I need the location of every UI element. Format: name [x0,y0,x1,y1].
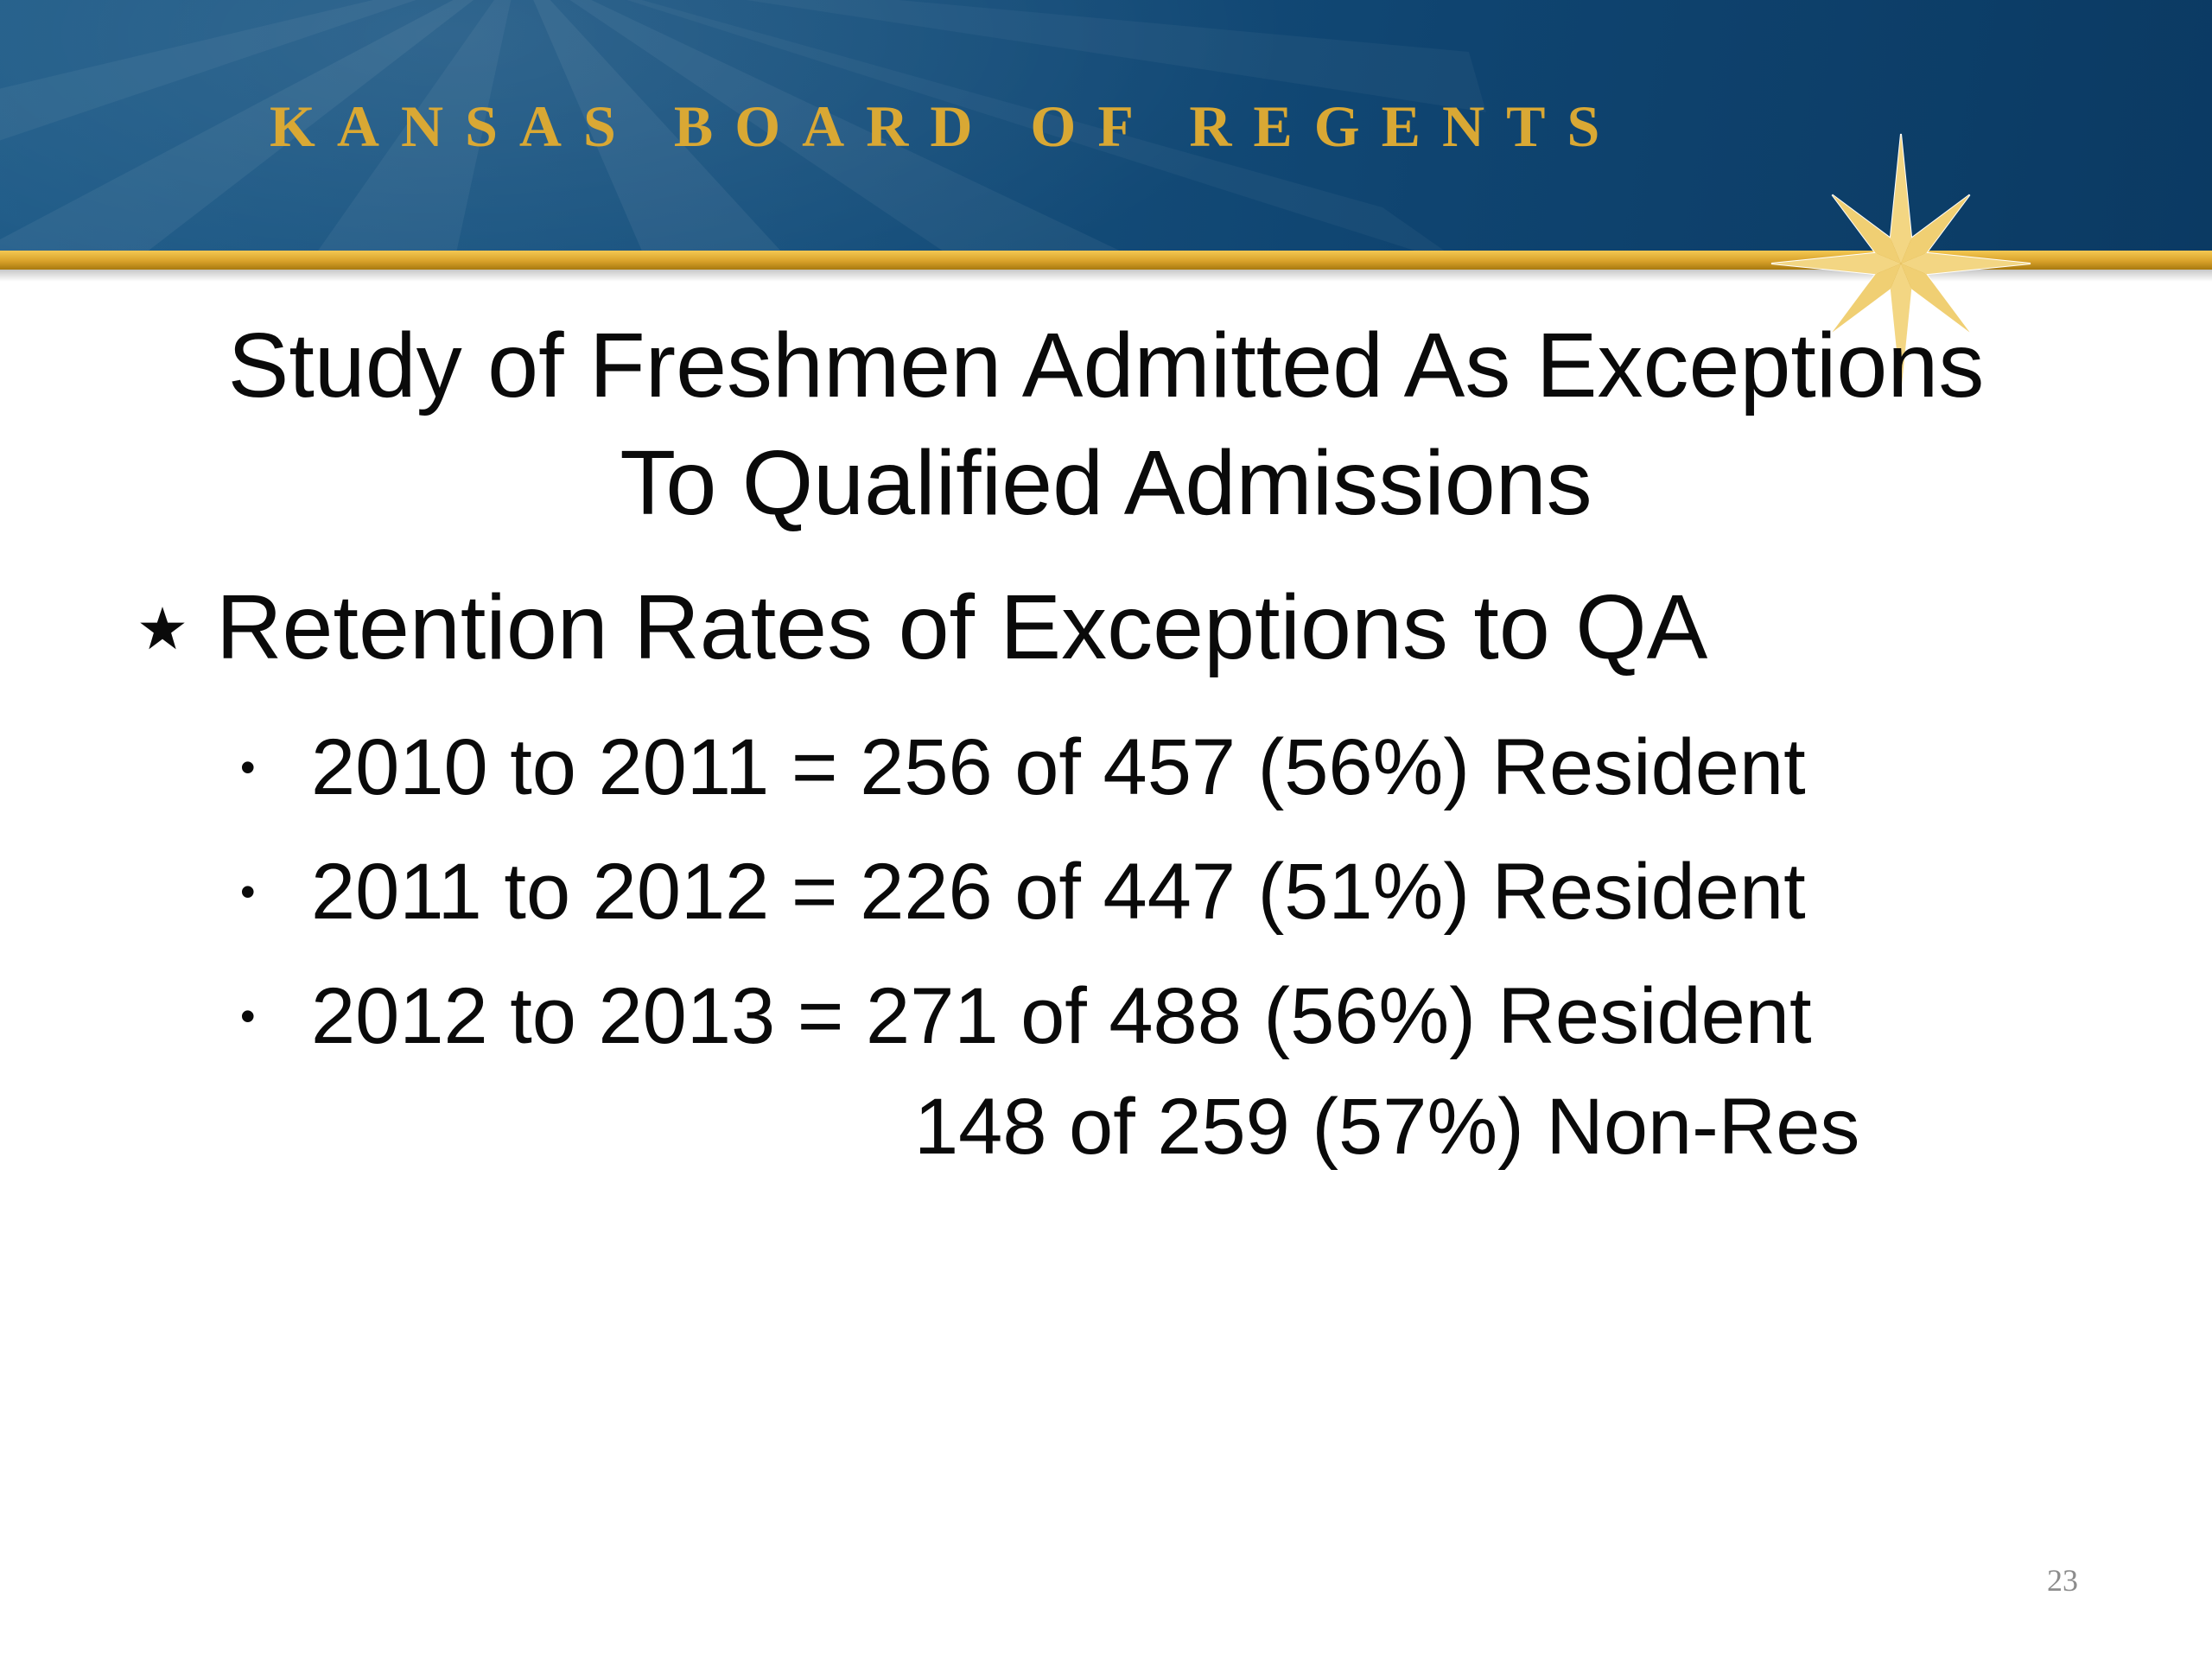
list-item-text: 2011 to 2012 = 226 of 447 (51%) Resident [311,848,1806,936]
page-number: 23 [2047,1563,2078,1598]
gold-divider-stripe [0,251,2212,270]
non-resident-line: 148 of 259 (57%) Non-Res [914,1083,1860,1171]
organization-name: KANSAS BOARD OF REGENTS [270,93,1622,159]
banner-rays-decoration [0,0,1486,251]
list-item-text: 2010 to 2011 = 256 of 457 (56%) Resident [311,723,1806,811]
list-item: • 2011 to 2012 = 226 of 447 (51%) Reside… [240,830,1812,954]
slide-title-line1: Study of Freshmen Admitted As Exceptions [227,315,1985,416]
list-item-text: 2012 to 2013 = 271 of 488 (56%) Resident [311,972,1812,1060]
bullet-dot: • [240,992,256,1040]
slide-title: Study of Freshmen Admitted As Exceptions… [0,307,2212,542]
slide-title-line2: To Qualified Admissions [620,432,1592,534]
main-bullet: Retention Rates of Exceptions to QA [138,575,1707,679]
header-banner: KANSAS BOARD OF REGENTS [0,0,2212,251]
list-item: • 2010 to 2011 = 256 of 457 (56%) Reside… [240,705,1812,830]
list-item: • 2012 to 2013 = 271 of 488 (56%) Reside… [240,954,1812,1078]
main-bullet-text: Retention Rates of Exceptions to QA [216,576,1708,678]
star-bullet-icon [140,607,185,650]
bullet-dot: • [240,743,256,791]
retention-list: • 2010 to 2011 = 256 of 457 (56%) Reside… [240,705,1812,1078]
gold-star-icon [1770,133,2031,394]
divider-shadow [0,270,2212,282]
bullet-dot: • [240,868,256,916]
